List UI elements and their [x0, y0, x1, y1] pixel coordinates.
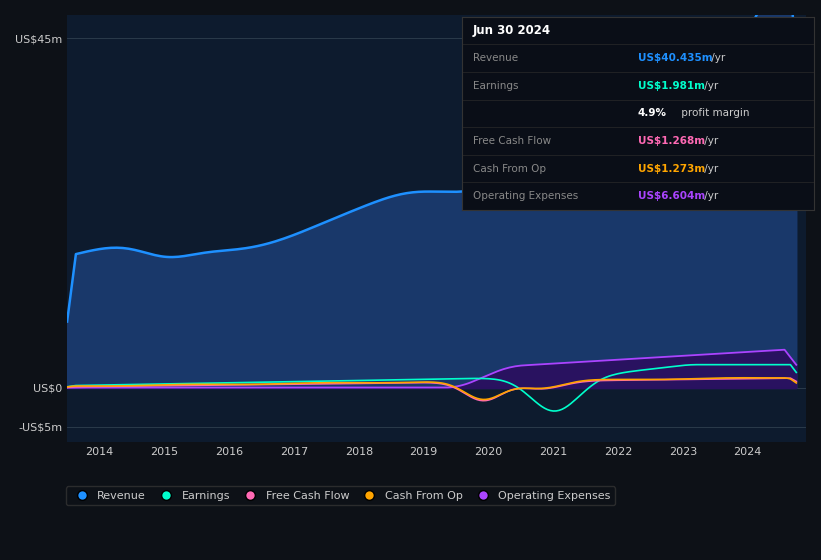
Text: /yr: /yr	[709, 53, 726, 63]
Legend: Revenue, Earnings, Free Cash Flow, Cash From Op, Operating Expenses: Revenue, Earnings, Free Cash Flow, Cash …	[66, 486, 615, 505]
Text: profit margin: profit margin	[678, 109, 750, 118]
Text: /yr: /yr	[701, 164, 718, 174]
Text: Revenue: Revenue	[473, 53, 518, 63]
Text: US$1.273m: US$1.273m	[638, 164, 705, 174]
Text: US$6.604m: US$6.604m	[638, 191, 705, 201]
Text: /yr: /yr	[701, 136, 718, 146]
Text: Cash From Op: Cash From Op	[473, 164, 546, 174]
Text: 4.9%: 4.9%	[638, 109, 667, 118]
Text: US$1.268m: US$1.268m	[638, 136, 705, 146]
Text: US$1.981m: US$1.981m	[638, 81, 705, 91]
Text: Jun 30 2024: Jun 30 2024	[473, 24, 551, 37]
Text: Operating Expenses: Operating Expenses	[473, 191, 578, 201]
Text: /yr: /yr	[701, 81, 718, 91]
Text: US$40.435m: US$40.435m	[638, 53, 713, 63]
Text: Free Cash Flow: Free Cash Flow	[473, 136, 551, 146]
Text: Earnings: Earnings	[473, 81, 518, 91]
Text: /yr: /yr	[701, 191, 718, 201]
